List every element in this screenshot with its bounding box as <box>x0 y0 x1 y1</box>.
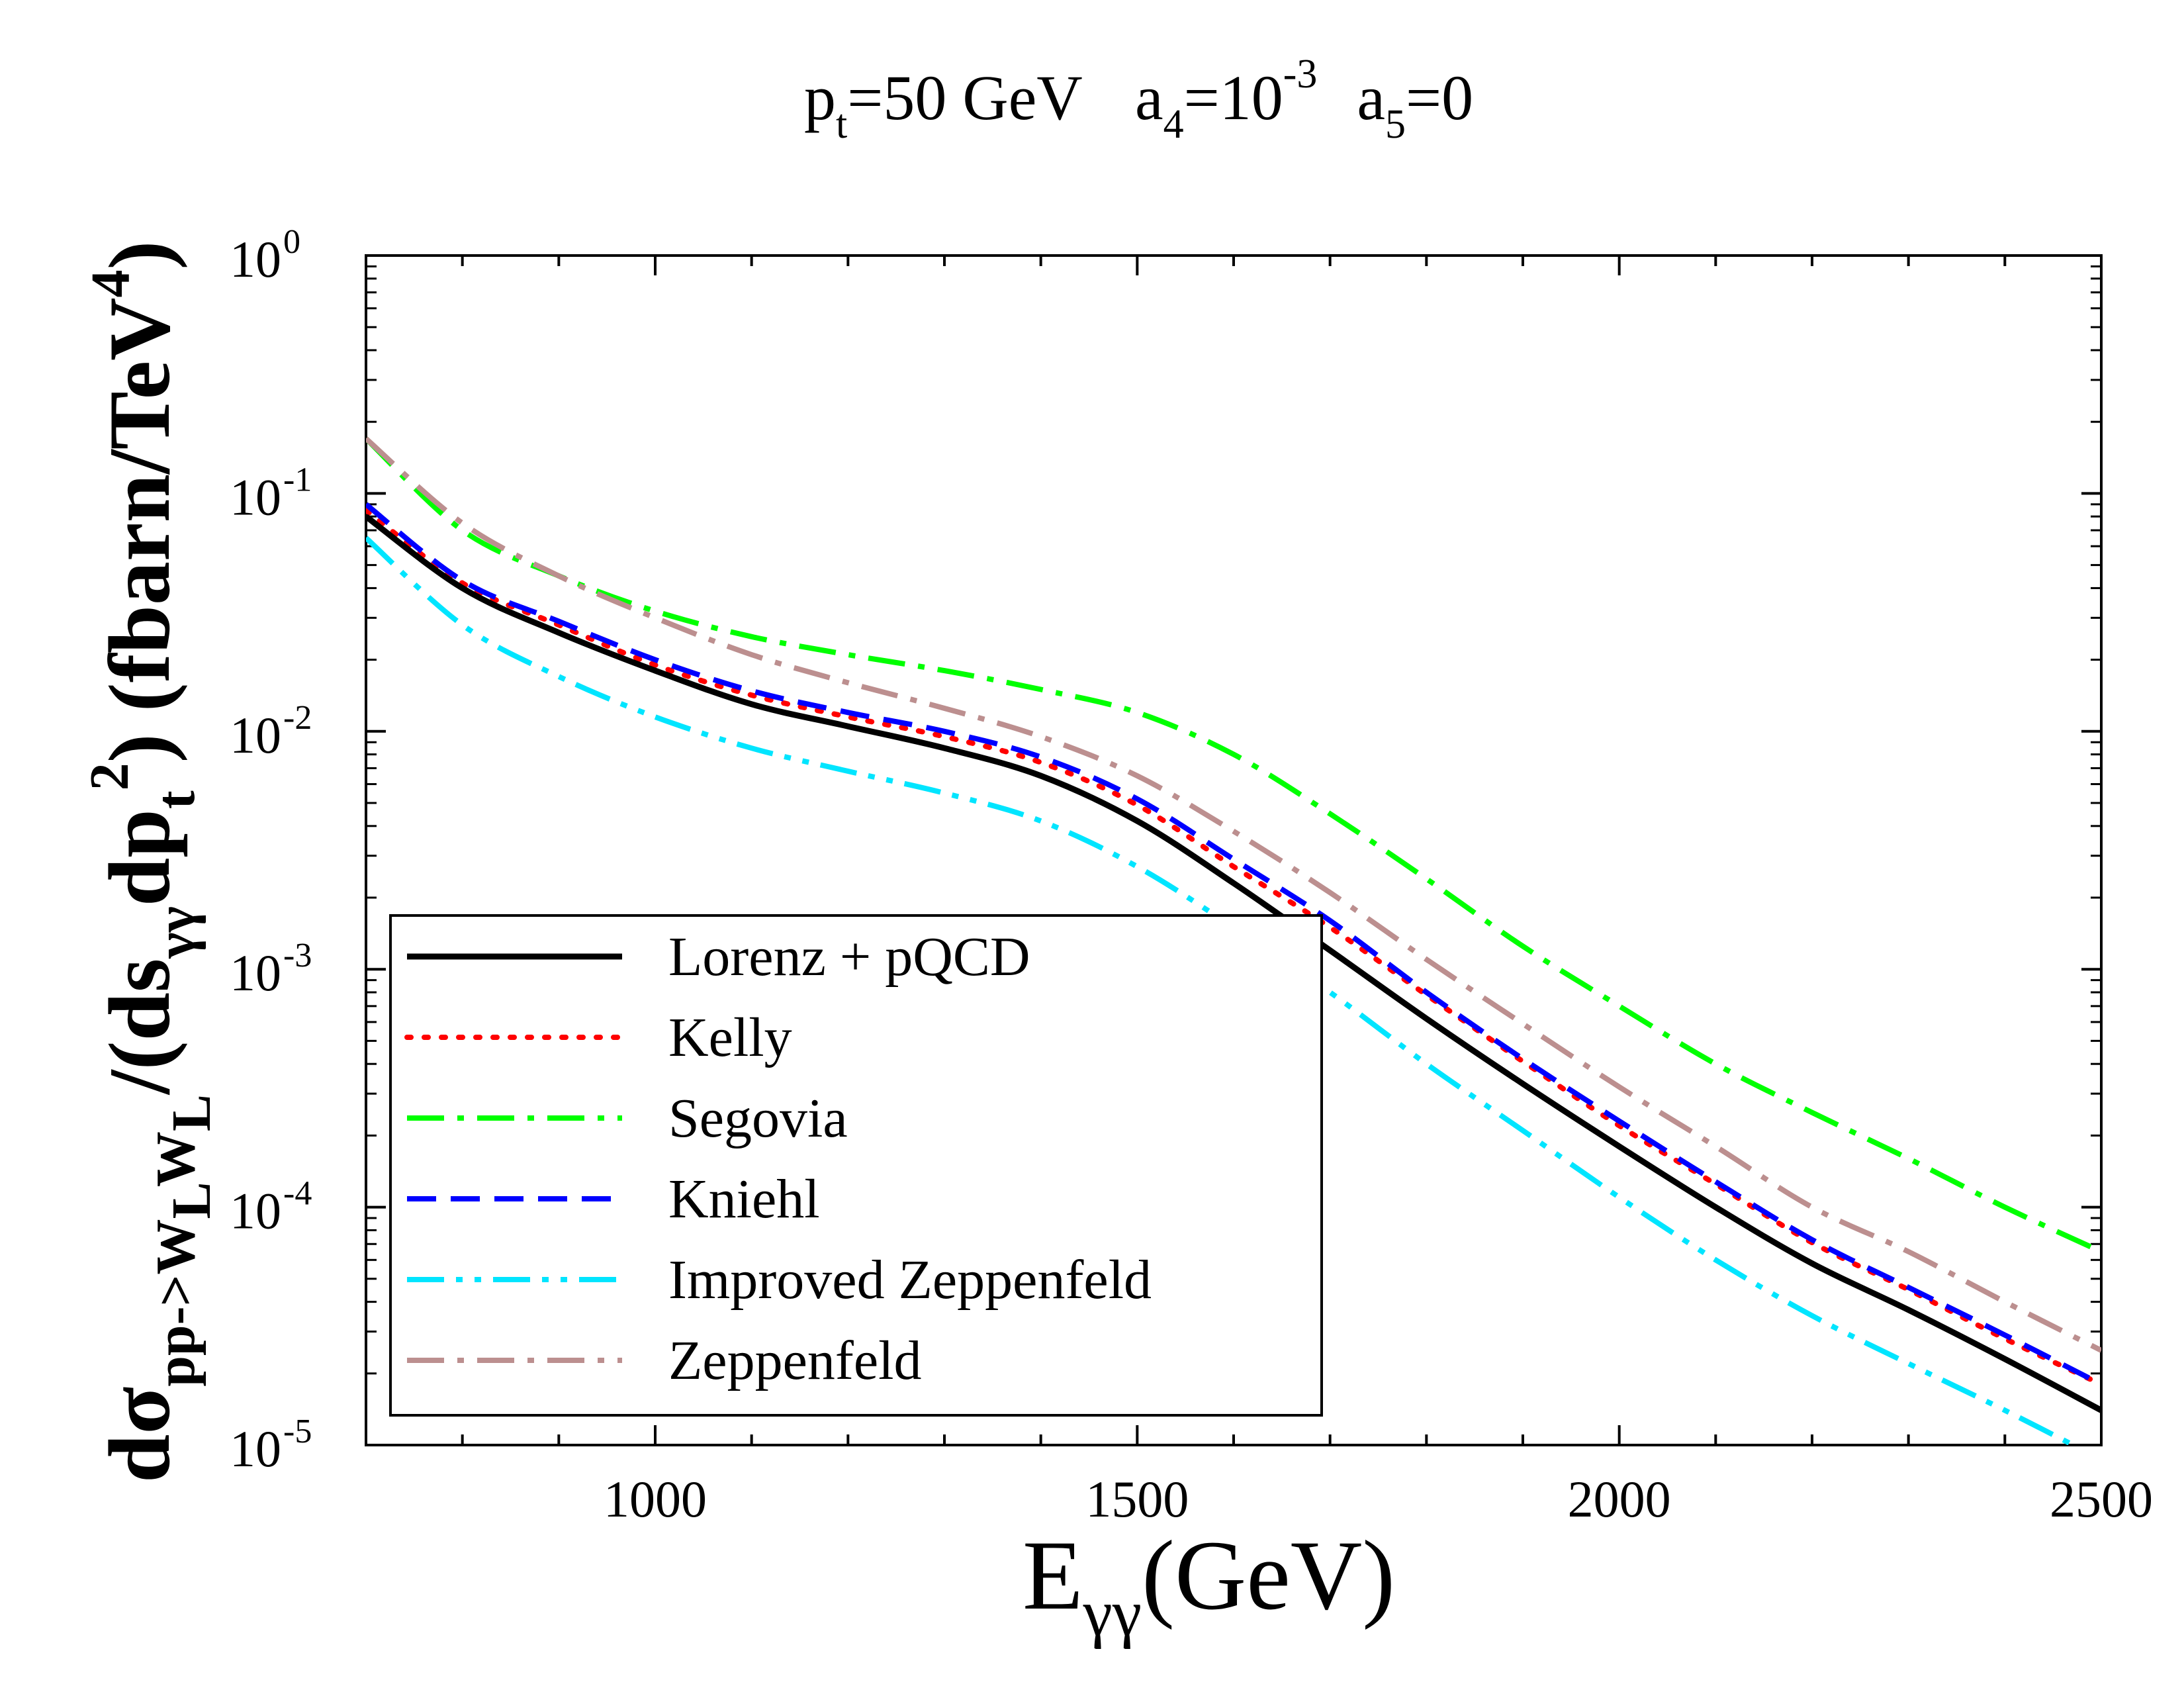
chart-title: pt=50 GeV a4=10-3 a5=0 <box>804 52 1473 147</box>
y-tick-exponent: 0 <box>283 223 300 261</box>
legend-label: Kelly <box>668 1007 792 1068</box>
y-tick-exponent: -1 <box>283 461 312 498</box>
x-axis-label: Eγγ(GeV) <box>1023 1521 1395 1650</box>
legend: Lorenz + pQCD Kelly Segovia Kniehl Improved … <box>389 914 1323 1417</box>
y-tick-label: 10 <box>230 706 281 764</box>
y-tick-exponent: -2 <box>283 699 312 737</box>
legend-items: Lorenz + pQCD Kelly Segovia Kniehl Improved … <box>404 926 1152 1391</box>
x-tick-label: 2000 <box>1568 1470 1671 1528</box>
legend-label: Zeppenfeld <box>668 1330 921 1391</box>
series-line-segovia <box>366 436 2101 1254</box>
y-tick-label: 10 <box>230 468 281 526</box>
y-tick-exponent: -3 <box>283 937 312 974</box>
legend-box <box>389 914 1323 1417</box>
series-line-kniehl <box>366 502 2101 1387</box>
x-tick-label: 2500 <box>2050 1470 2153 1528</box>
y-tick-label: 10 <box>230 230 281 288</box>
legend-label: Segovia <box>668 1088 848 1149</box>
y-tick-label: 10 <box>230 944 281 1002</box>
y-tick-label: 10 <box>230 1420 281 1477</box>
x-tick-label: 1500 <box>1085 1470 1189 1528</box>
y-tick-exponent: -4 <box>283 1175 312 1213</box>
legend-label: Improved Zeppenfeld <box>668 1249 1152 1311</box>
y-tick-exponent: -5 <box>283 1413 312 1450</box>
y-axis-label: dσpp->WLWL/(dsγγdpt2) (fbarn/TeV4) <box>79 241 222 1483</box>
legend-label: Kniehl <box>668 1168 820 1230</box>
y-tick-label: 10 <box>230 1182 281 1240</box>
legend-label: Lorenz + pQCD <box>668 926 1030 988</box>
x-tick-label: 1000 <box>604 1470 707 1528</box>
series-line-lorenz-pqcd <box>366 514 2101 1413</box>
